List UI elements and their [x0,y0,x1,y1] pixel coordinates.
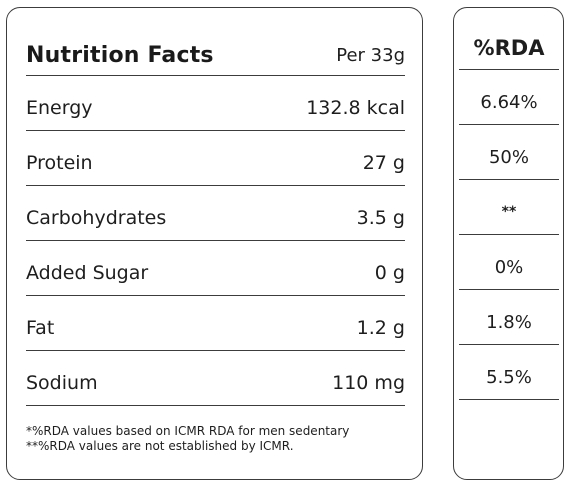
rda-row-added-sugar: 0% [459,245,559,290]
rda-value: 5.5% [486,366,532,388]
rda-header-row: %RDA [459,26,559,70]
nutrient-row-carbohydrates: Carbohydrates 3.5 g [26,196,405,241]
rda-row-protein: 50% [459,135,559,180]
rda-panel: %RDA 6.64% 50% ** 0% 1.8% 5.5% [453,7,564,480]
nutrient-value: 1.2 g [356,317,405,339]
rda-row-energy: 6.64% [459,80,559,125]
nutrient-value: 132.8 kcal [306,97,405,119]
nutrient-row-added-sugar: Added Sugar 0 g [26,251,405,296]
nutrient-row-fat: Fat 1.2 g [26,306,405,351]
serving-size: Per 33g [336,44,405,66]
rda-value: ** [501,204,517,220]
rda-row-carbohydrates: ** [459,190,559,235]
nutrient-value: 0 g [374,262,405,284]
nutrient-label: Fat [26,317,55,339]
rda-row-sodium: 5.5% [459,355,559,400]
nutrient-label: Sodium [26,372,98,394]
nutrient-label: Energy [26,97,93,119]
nutrient-value: 27 g [362,152,405,174]
nutrient-label: Protein [26,152,93,174]
rda-value: 50% [488,146,529,168]
rda-value: 1.8% [486,311,532,333]
nutrient-value: 110 mg [332,372,405,394]
nutrient-label: Added Sugar [26,262,149,284]
nutrition-facts-panel: Nutrition Facts Per 33g Energy 132.8 kca… [6,7,423,480]
rda-footnote-1: *%RDA values based on ICMR RDA for men s… [26,424,350,438]
nutrient-value: 3.5 g [356,207,405,229]
nutrient-label: Carbohydrates [26,207,167,229]
nutrient-row-energy: Energy 132.8 kcal [26,86,405,131]
rda-value: 0% [494,256,524,278]
rda-title: %RDA [473,35,545,60]
rda-footnote-2: **%RDA values are not established by ICM… [26,439,294,453]
rda-row-fat: 1.8% [459,300,559,345]
nutrition-title: Nutrition Facts [26,42,214,68]
rda-value: 6.64% [480,91,538,113]
nutrient-row-sodium: Sodium 110 mg [26,361,405,406]
nutrition-header-row: Nutrition Facts Per 33g [26,35,405,76]
nutrient-row-protein: Protein 27 g [26,141,405,186]
